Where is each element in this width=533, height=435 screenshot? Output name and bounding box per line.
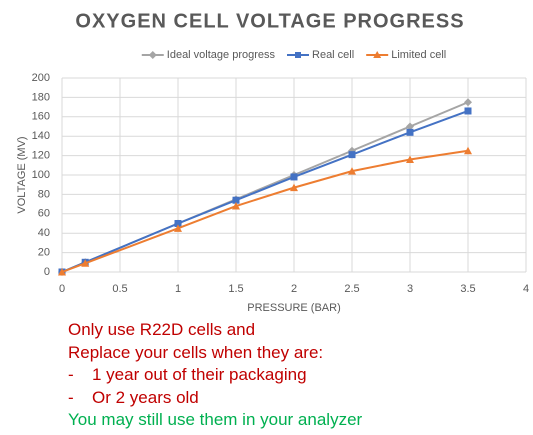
notes: Only use R22D cells and Replace your cell… (68, 319, 362, 432)
marker (174, 224, 182, 232)
x-tick-label: 0.5 (112, 283, 127, 295)
note-text: Replace your cells when they are: (68, 342, 324, 362)
x-tick-label: 2.5 (344, 283, 359, 295)
y-tick-label: 0 (44, 266, 50, 278)
series-line (61, 110, 469, 273)
marker (348, 167, 356, 175)
y-tick-label: 100 (32, 169, 50, 181)
legend-marker (295, 52, 302, 58)
note-text: 1 year out of their packaging (92, 365, 307, 385)
legend-marker (373, 51, 382, 58)
chart: OXYGEN CELL VOLTAGE PROGRESS PRESSURE (B… (16, 10, 529, 314)
y-tick-label: 180 (32, 91, 50, 103)
x-tick-label: 2 (291, 283, 297, 295)
marker (464, 98, 472, 107)
y-tick-label: 60 (38, 208, 50, 220)
x-tick-label: 3.5 (460, 283, 475, 295)
marker (406, 128, 414, 136)
x-tick-label: 4 (523, 283, 529, 295)
marker (290, 183, 298, 192)
legend: Ideal voltage progress Real cell Limited c… (141, 49, 446, 61)
bullet: - (68, 387, 74, 407)
note-text: Or 2 years old (92, 387, 199, 407)
y-tick-label: 160 (32, 111, 50, 123)
marker (232, 202, 240, 210)
note-line: -1 year out of their packaging (68, 364, 362, 387)
y-tick-label: 80 (38, 188, 50, 200)
legend-marker (148, 51, 157, 59)
marker (232, 196, 240, 204)
x-tick-label: 1 (175, 283, 181, 295)
marker (464, 146, 472, 155)
x-axis-label: PRESSURE (BAR) (247, 302, 341, 314)
y-tick-label: 140 (32, 130, 50, 142)
legend-label: Ideal voltage progress (167, 49, 276, 61)
legend-label: Limited cell (391, 49, 446, 61)
note-text: You may still use them in your analyzer (68, 410, 363, 430)
marker (464, 107, 472, 115)
marker (58, 268, 66, 276)
note-line: Replace your cells when they are: (68, 342, 362, 365)
x-tick-label: 0 (59, 283, 65, 295)
marker (174, 220, 182, 227)
marker (290, 173, 298, 181)
marker (348, 151, 356, 159)
note-line: You may still use them in your analyzer (68, 409, 362, 432)
legend-label: Real cell (312, 49, 354, 61)
marker (406, 155, 414, 163)
marker (406, 122, 414, 131)
note-line: Only use R22D cells and (68, 319, 362, 342)
y-tick-label: 40 (38, 227, 50, 239)
chart-title: OXYGEN CELL VOLTAGE PROGRESS (75, 10, 464, 32)
note-text: Only use R22D cells and (68, 320, 256, 339)
y-tick-label: 20 (38, 247, 50, 259)
note-line: - Or 2 years old (68, 387, 362, 410)
x-tick-label: 3 (407, 283, 413, 295)
series-line (61, 149, 469, 273)
x-tick-label: 1.5 (228, 283, 243, 295)
y-tick-label: 120 (32, 150, 50, 162)
marker (81, 259, 90, 267)
bullet: - (68, 365, 74, 385)
y-tick-label: 200 (32, 72, 50, 84)
y-axis-label: VOLTAGE (MV) (16, 136, 28, 213)
